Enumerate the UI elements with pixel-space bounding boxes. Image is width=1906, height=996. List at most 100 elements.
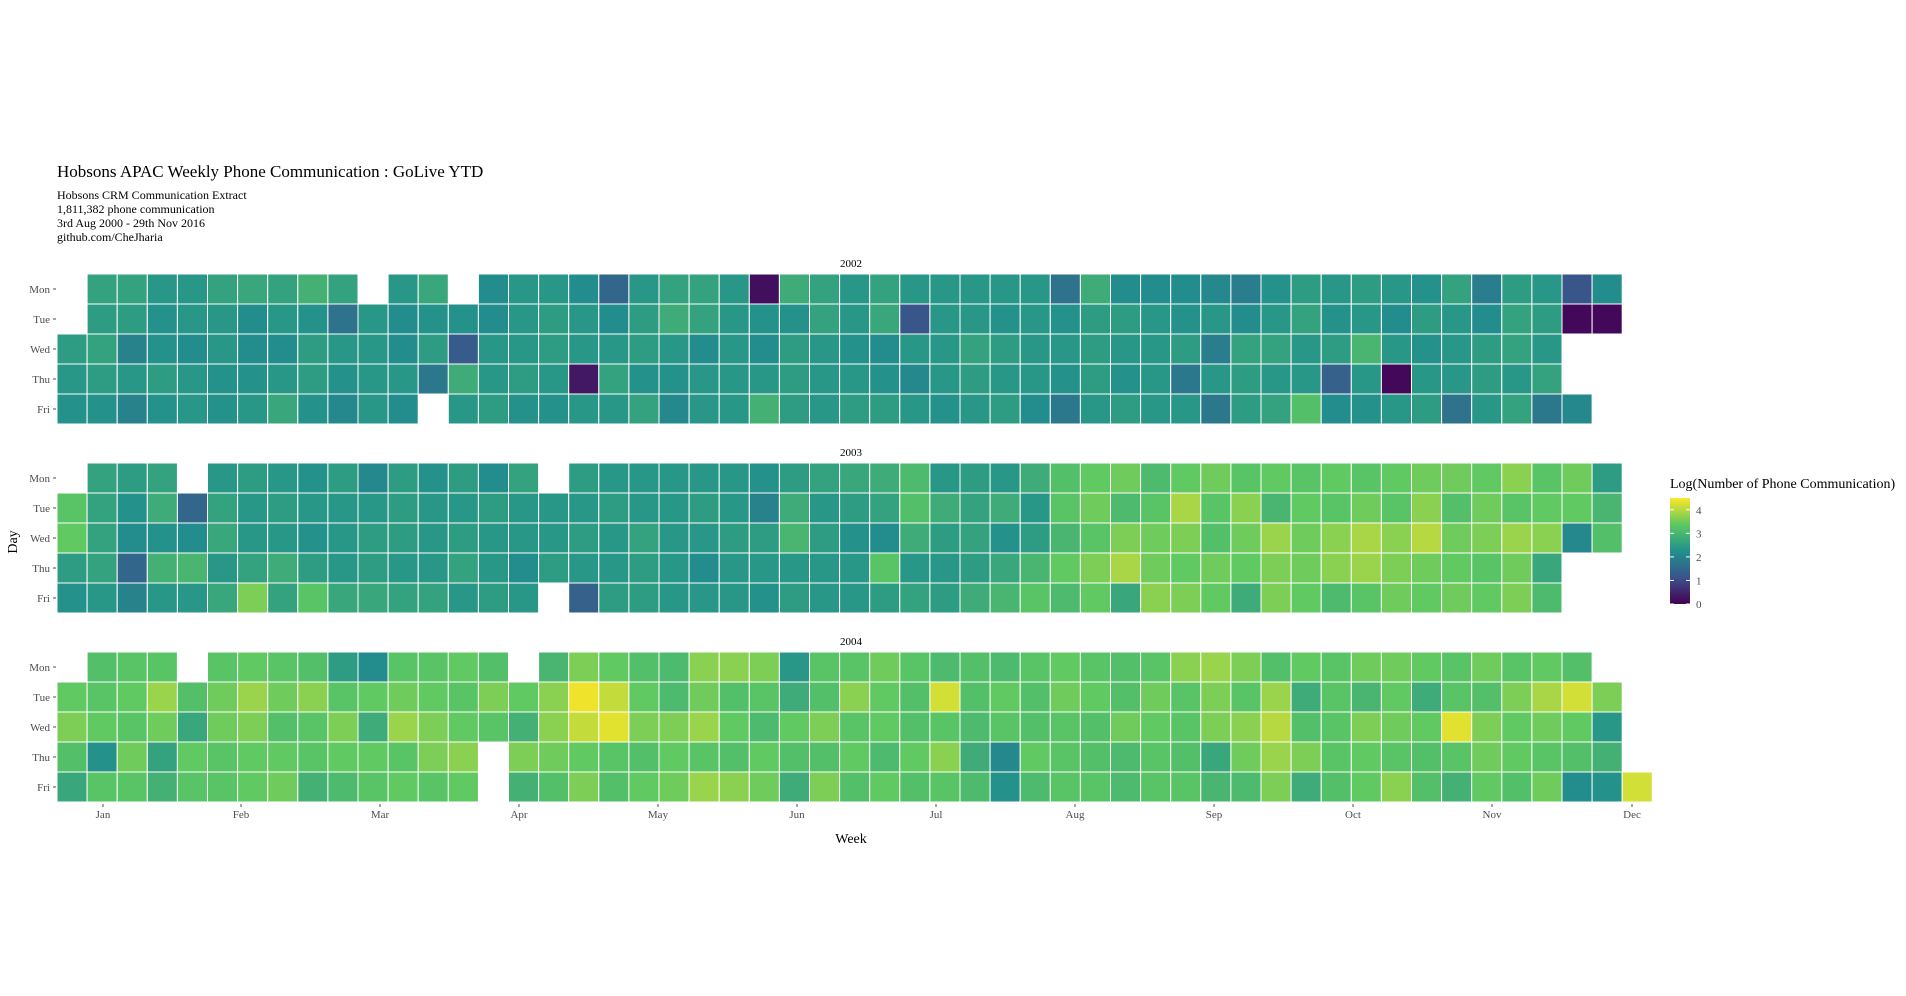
heatmap-cell — [207, 492, 239, 524]
heatmap-cell — [1471, 552, 1503, 584]
heatmap-cell — [417, 681, 449, 713]
heatmap-cell — [929, 393, 961, 425]
heatmap-cell — [1471, 363, 1503, 395]
heatmap-cell — [267, 552, 299, 584]
heatmap-cell — [929, 771, 961, 803]
heatmap-cell — [146, 582, 178, 614]
heatmap-cell — [658, 681, 690, 713]
heatmap-cell — [748, 393, 780, 425]
heatmap-cell — [628, 651, 660, 683]
heatmap-cell — [327, 273, 359, 305]
heatmap-cell — [899, 582, 931, 614]
heatmap-cell — [1230, 492, 1262, 524]
heatmap-cell — [417, 582, 449, 614]
heatmap-cell — [598, 363, 630, 395]
heatmap-cell — [809, 741, 841, 773]
heatmap-cell — [207, 273, 239, 305]
heatmap-cell — [477, 582, 509, 614]
heatmap-cell — [839, 522, 871, 554]
heatmap-cell — [628, 582, 660, 614]
heatmap-cell — [327, 552, 359, 584]
heatmap-cell — [1170, 741, 1202, 773]
heatmap-cell — [176, 681, 208, 713]
heatmap-cell — [1561, 462, 1593, 494]
heatmap-cell — [568, 681, 600, 713]
heatmap-cell — [237, 303, 269, 335]
heatmap-cell — [598, 462, 630, 494]
heatmap-cell — [598, 681, 630, 713]
color-legend: Log(Number of Phone Communication) 0 1 2 3 4 — [1670, 477, 1895, 611]
heatmap-cell — [146, 492, 178, 524]
heatmap-cell — [1591, 741, 1623, 773]
heatmap-cell — [628, 393, 660, 425]
legend-tick-label: 3 — [1696, 528, 1702, 540]
chart-title: Hobsons APAC Weekly Phone Communication … — [57, 162, 483, 181]
heatmap-cell — [1380, 771, 1413, 803]
heatmap-cell — [357, 651, 389, 683]
heatmap-cell — [1441, 552, 1473, 584]
heatmap-cell — [538, 393, 570, 425]
heatmap-cell — [86, 651, 118, 683]
heatmap-cell — [86, 741, 118, 773]
heatmap-cell — [387, 303, 419, 335]
month-label: Apr — [510, 809, 527, 821]
heatmap-cell — [1561, 393, 1593, 425]
heatmap-cell — [56, 741, 88, 773]
heatmap-cell — [658, 492, 690, 524]
heatmap-cell — [839, 552, 871, 584]
heatmap-cell — [1471, 393, 1503, 425]
heatmap-cell — [417, 711, 449, 743]
heatmap-cell — [1230, 462, 1262, 494]
heatmap-cell — [959, 522, 991, 554]
heatmap-cell — [417, 651, 449, 683]
heatmap-cell — [809, 582, 841, 614]
heatmap-cell — [929, 711, 961, 743]
heatmap-cell — [116, 273, 148, 305]
heatmap-cell — [1049, 363, 1081, 395]
heatmap-cell — [1350, 552, 1382, 584]
heatmap-cell — [1019, 771, 1051, 803]
heatmap-cell — [1380, 462, 1413, 494]
heatmap-cell — [207, 741, 239, 773]
heatmap-cell — [297, 711, 329, 743]
heatmap-cell — [267, 462, 299, 494]
heatmap-cell — [989, 492, 1021, 524]
heatmap-cell — [778, 582, 811, 614]
heatmap-cell — [959, 681, 991, 713]
heatmap-cell — [778, 711, 811, 743]
heatmap-cell — [1471, 771, 1503, 803]
heatmap-cell — [508, 363, 540, 395]
heatmap-cell — [1200, 393, 1232, 425]
heatmap-cell — [929, 552, 961, 584]
heatmap-cell — [658, 273, 690, 305]
heatmap-cell — [809, 393, 841, 425]
heatmap-cell — [1591, 273, 1623, 305]
heatmap-cell — [1350, 273, 1382, 305]
heatmap-cell — [267, 741, 299, 773]
heatmap-cell — [1049, 303, 1081, 335]
heatmap-cell — [688, 303, 720, 335]
heatmap-cell — [1290, 582, 1322, 614]
heatmap-cell — [357, 492, 389, 524]
heatmap-cell — [1290, 333, 1322, 365]
heatmap-cell — [447, 333, 479, 365]
heatmap-cell — [116, 651, 148, 683]
heatmap-cell — [1170, 552, 1202, 584]
month-label: May — [648, 809, 669, 821]
heatmap-cell — [327, 651, 359, 683]
heatmap-cell — [1049, 582, 1081, 614]
day-label: Tue — [33, 692, 50, 704]
heatmap-cell — [1049, 711, 1081, 743]
heatmap-cell — [146, 651, 178, 683]
heatmap-cell — [477, 651, 509, 683]
heatmap-cell — [929, 303, 961, 335]
heatmap-cell — [869, 273, 901, 305]
heatmap-cell — [1290, 552, 1322, 584]
heatmap-cell — [839, 393, 871, 425]
heatmap-cell — [718, 273, 750, 305]
heatmap-cell — [959, 582, 991, 614]
heatmap-cell — [116, 462, 148, 494]
heatmap-cell — [1501, 522, 1533, 554]
heatmap-cell — [1441, 771, 1473, 803]
